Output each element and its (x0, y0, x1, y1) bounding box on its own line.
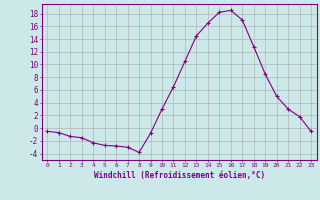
X-axis label: Windchill (Refroidissement éolien,°C): Windchill (Refroidissement éolien,°C) (94, 171, 265, 180)
